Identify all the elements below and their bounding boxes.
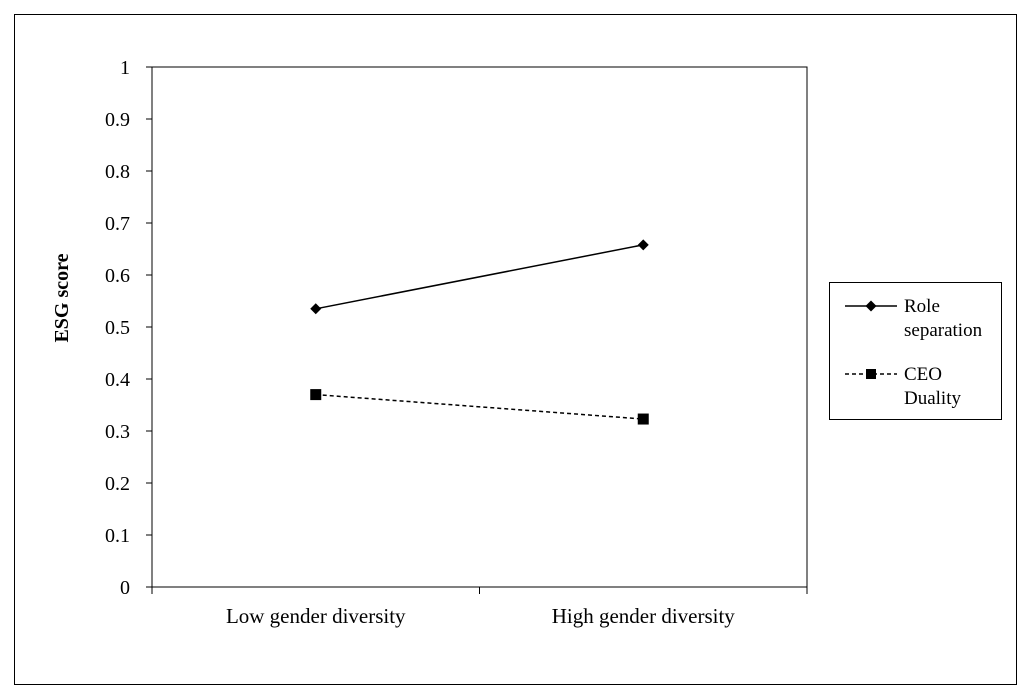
legend-marker-role-separation xyxy=(865,300,877,312)
data-point-ceo-duality-0 xyxy=(310,389,322,401)
legend-label-ceo-duality-line1: CEO xyxy=(904,364,942,385)
y-tick-label-5: 0.5 xyxy=(105,317,130,339)
x-tick-label-0: Low gender diversity xyxy=(226,604,406,628)
data-point-ceo-duality-1 xyxy=(637,413,649,425)
legend-marker-ceo-duality xyxy=(866,369,876,379)
y-tick-label-7: 0.7 xyxy=(105,213,130,235)
series-layer xyxy=(310,239,649,425)
y-axis: 0 0.1 0.2 0.3 0.4 0.5 0.6 0.7 0.8 0.9 1 xyxy=(105,57,152,599)
y-tick-label-6: 0.6 xyxy=(105,265,130,287)
y-tick-label-0: 0 xyxy=(120,577,130,599)
series-line-role-separation xyxy=(315,244,644,310)
y-axis-label: ESG score xyxy=(51,253,73,342)
y-tick-label-8: 0.8 xyxy=(105,161,130,183)
data-point-role-separation-0 xyxy=(310,303,322,315)
legend-label-role-separation-line2: separation xyxy=(904,320,983,341)
chart-frame xyxy=(14,14,1017,685)
y-tick-label-10: 1 xyxy=(120,57,130,79)
legend-label-ceo-duality-line2: Duality xyxy=(904,388,961,409)
y-tick-label-9: 0.9 xyxy=(105,109,130,131)
legend: Role separation CEO Duality xyxy=(829,282,1002,420)
x-axis: Low gender diversity High gender diversit… xyxy=(151,587,808,628)
y-tick-label-4: 0.4 xyxy=(105,369,130,391)
data-point-role-separation-1 xyxy=(637,239,649,251)
y-tick-label-3: 0.3 xyxy=(105,421,130,443)
y-tick-label-1: 0.1 xyxy=(105,525,130,547)
legend-box xyxy=(829,282,1002,420)
legend-label-role-separation-line1: Role xyxy=(904,296,940,317)
series-line-ceo-duality xyxy=(315,393,644,420)
x-tick-label-1: High gender diversity xyxy=(552,604,736,628)
y-tick-label-2: 0.2 xyxy=(105,473,130,495)
plot-area xyxy=(151,66,808,588)
